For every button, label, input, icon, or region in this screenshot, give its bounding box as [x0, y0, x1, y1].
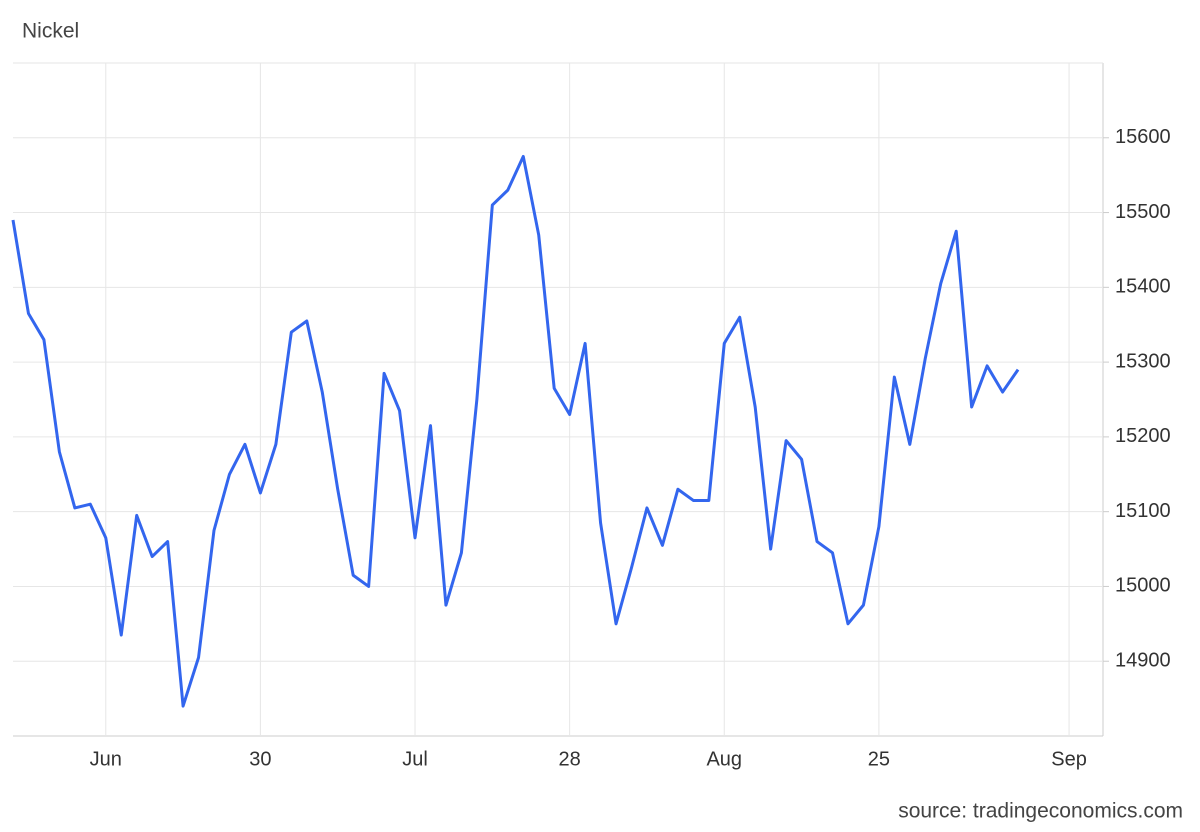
x-tick-label: 28: [559, 748, 581, 770]
y-tick-label: 14900: [1115, 650, 1171, 672]
chart-title: Nickel: [22, 20, 79, 43]
y-tick-label: 15100: [1115, 500, 1171, 522]
y-tick-label: 15200: [1115, 425, 1171, 447]
x-tick-label: 30: [249, 748, 271, 770]
y-tick-label: 15300: [1115, 350, 1171, 372]
source: source: tradingeconomics.com: [898, 800, 1183, 823]
y-tick-label: 15600: [1115, 126, 1171, 148]
y-tick-label: 15500: [1115, 201, 1171, 223]
data-line: [11, 154, 1020, 708]
x-tick-label: 25: [868, 748, 890, 770]
y-tick-label: 15400: [1115, 276, 1171, 298]
x-tick-label: Aug: [706, 748, 742, 770]
y-tick-label: 15000: [1115, 575, 1171, 597]
x-tick-label: Jul: [402, 748, 428, 770]
x-tick-label: Jun: [90, 748, 122, 770]
x-tick-label: Sep: [1051, 748, 1087, 770]
